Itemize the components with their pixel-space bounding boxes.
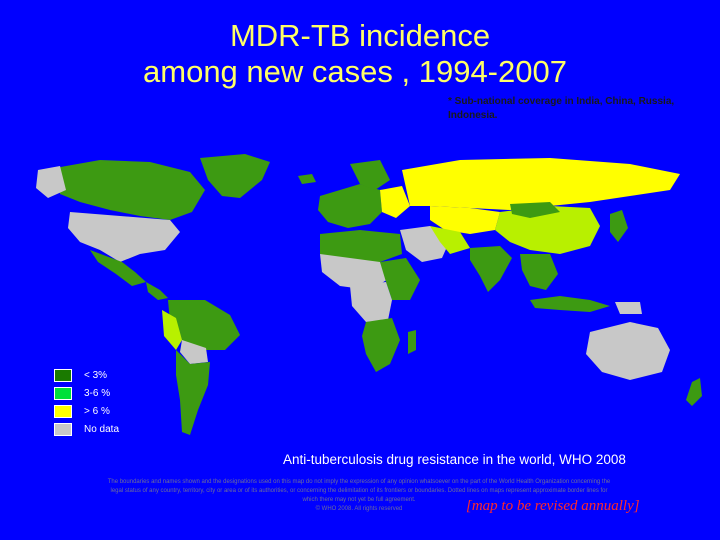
disclaimer-line-1: The boundaries and names shown and the d…: [107, 479, 611, 485]
world-map: [30, 150, 710, 450]
legend-item: > 6 %: [54, 402, 119, 420]
region-southeast-asia: [520, 254, 558, 290]
legend-label-mid: 3-6 %: [84, 387, 111, 399]
disclaimer: The boundaries and names shown and the d…: [14, 478, 704, 514]
legend-swatch-low: [54, 368, 72, 382]
region-west-africa: [320, 254, 390, 290]
region-madagascar: [408, 330, 416, 354]
disclaimer-line-3: which there may not yet be full agreemen…: [302, 497, 416, 503]
region-usa: [68, 212, 180, 262]
region-iran: [430, 226, 470, 254]
region-southern-cone: [176, 350, 210, 435]
region-alaska: [36, 166, 66, 198]
legend-item: < 3%: [54, 366, 119, 384]
region-canada: [55, 160, 205, 220]
region-bolivia: [180, 340, 208, 364]
region-mongolia: [510, 202, 560, 218]
sub-national-note: * Sub-national coverage in India, China,…: [448, 96, 675, 121]
region-south-america-north: [168, 300, 240, 350]
region-central-africa: [350, 282, 392, 322]
legend-item: 3-6 %: [54, 384, 119, 402]
region-greenland: [200, 154, 270, 198]
legend-item: No data: [54, 420, 119, 438]
revised-note: [map to be revised annually]: [466, 498, 640, 514]
region-western-europe: [318, 184, 382, 228]
region-india: [470, 246, 512, 292]
region-new-zealand: [686, 378, 702, 406]
region-china: [495, 206, 600, 254]
legend-swatch-high: [54, 404, 72, 418]
legend-swatch-nodata: [54, 422, 72, 436]
legend-label-high: > 6 %: [84, 405, 110, 417]
map-legend: < 3% 3-6 % > 6 % No data: [54, 366, 119, 438]
disclaimer-line-4: © WHO 2008. All rights reserved: [315, 506, 403, 512]
region-north-africa: [320, 230, 402, 262]
title-line-1: MDR-TB incidence: [229, 18, 491, 53]
region-central-america: [146, 282, 168, 300]
region-iceland: [298, 174, 316, 184]
slide-title: MDR-TB incidence among new cases , 1994-…: [0, 18, 720, 90]
map-caption: Anti-tuberculosis drug resistance in the…: [283, 452, 626, 467]
legend-swatch-mid: [54, 386, 72, 400]
region-mexico: [90, 250, 146, 286]
region-russia: [402, 158, 680, 210]
region-indonesia: [530, 296, 610, 312]
title-line-2: among new cases , 1994-2007: [143, 54, 567, 89]
legend-label-nodata: No data: [84, 423, 120, 435]
region-eastern-europe: [380, 186, 410, 218]
region-southern-africa: [362, 318, 400, 372]
region-png: [615, 302, 642, 314]
region-japan: [610, 210, 628, 242]
disclaimer-line-2: legal status of any country, territory, …: [110, 488, 608, 494]
region-east-africa: [380, 258, 420, 300]
legend-label-low: < 3%: [84, 369, 108, 381]
region-australia: [586, 322, 670, 380]
world-map-svg: [36, 154, 702, 435]
region-central-asia: [430, 206, 500, 234]
region-peru: [162, 310, 182, 350]
region-scandinavia: [350, 160, 390, 190]
